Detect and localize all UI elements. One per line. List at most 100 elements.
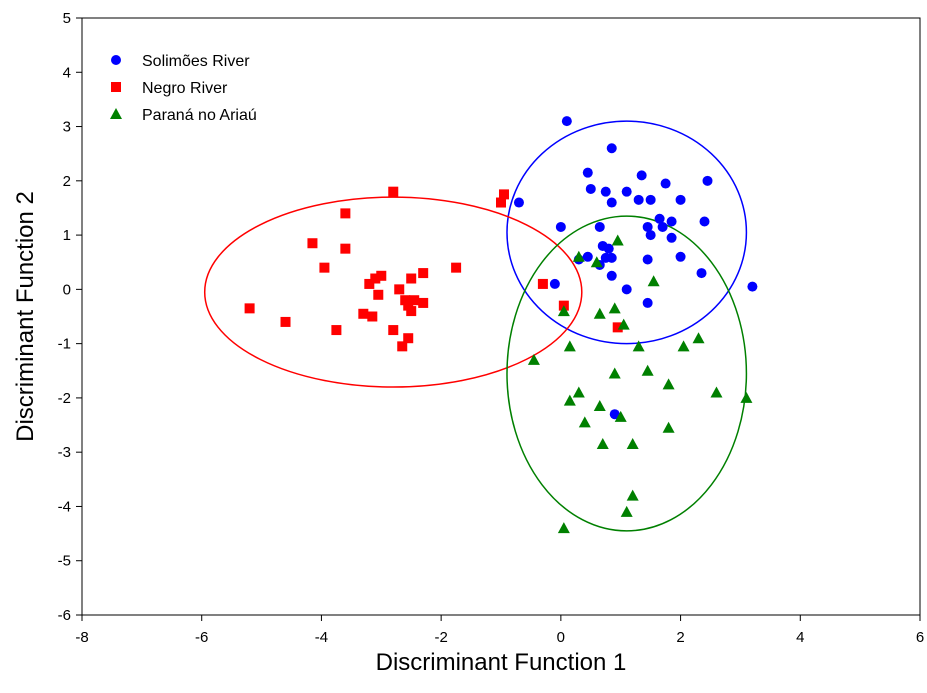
solimoes-point <box>594 221 605 232</box>
negro-point <box>370 273 381 284</box>
solimoes-point <box>666 232 677 243</box>
plot-frame <box>81 17 921 616</box>
negro-point <box>307 238 318 249</box>
parana-point <box>677 340 690 352</box>
negro-point <box>373 289 384 300</box>
solimoes-point <box>666 216 677 227</box>
parana-point <box>740 391 753 403</box>
solimoes-point <box>747 281 758 292</box>
solimoes-point <box>549 278 560 289</box>
negro-point <box>451 262 462 273</box>
parana-point <box>626 438 639 450</box>
negro-point <box>403 300 414 311</box>
solimoes-point <box>606 252 617 263</box>
legend: Solimões River Negro River Paraná no Ariaú <box>110 53 257 124</box>
solimoes-point <box>645 194 656 205</box>
parana-point <box>572 250 585 262</box>
solimoes-point <box>582 167 593 178</box>
parana-point <box>692 332 705 344</box>
solimoes-point <box>561 116 572 127</box>
solimoes-point <box>699 216 710 227</box>
series-parana <box>527 234 753 534</box>
solimoes-point <box>603 243 614 254</box>
solimoes-point <box>642 297 653 308</box>
y-tick-label: 3 <box>63 119 71 136</box>
solimoes-point <box>633 194 644 205</box>
parana-point <box>557 305 570 317</box>
solimoes-point <box>636 170 647 181</box>
x-tick-label: 2 <box>676 629 684 646</box>
parana-point <box>596 438 609 450</box>
y-tick-label: -1 <box>58 336 71 353</box>
negro-point <box>331 325 342 336</box>
parana-point <box>563 394 576 406</box>
legend-marker <box>111 82 121 92</box>
negro-point <box>400 295 411 306</box>
negro-point <box>280 316 291 327</box>
parana-point <box>608 302 621 314</box>
legend-label: Negro River <box>142 80 228 97</box>
parana-point <box>611 234 624 246</box>
parana-point <box>641 364 654 376</box>
parana-point <box>632 340 645 352</box>
negro-point <box>340 208 351 219</box>
y-tick-label: 5 <box>63 10 71 27</box>
solimoes-point <box>621 186 632 197</box>
negro-point <box>388 186 399 197</box>
solimoes-point <box>696 268 707 279</box>
solimoes-point <box>702 175 713 186</box>
solimoes-point <box>585 183 596 194</box>
negro-point <box>394 284 405 295</box>
parana-point <box>710 386 723 398</box>
parana-point <box>662 421 675 433</box>
legend-marker <box>110 108 122 119</box>
x-tick-label: -4 <box>315 629 328 646</box>
parana-point <box>572 386 585 398</box>
y-tick-label: -5 <box>58 553 71 570</box>
solimoes-point <box>675 194 686 205</box>
parana-point <box>563 340 576 352</box>
y-axis-title: Discriminant Function 2 <box>12 191 39 442</box>
y-tick-label: -3 <box>58 444 71 461</box>
parana-point <box>620 505 633 517</box>
plot-content <box>203 116 758 534</box>
confidence-ellipse <box>506 215 748 532</box>
negro-point <box>406 273 417 284</box>
parana-point <box>647 275 660 287</box>
negro-point <box>376 270 387 281</box>
series-negro <box>244 186 623 352</box>
x-tick-label: 0 <box>557 629 565 646</box>
negro-point <box>364 278 375 289</box>
negro-point <box>537 278 548 289</box>
negro-point <box>397 341 408 352</box>
parana-point <box>590 256 603 268</box>
solimoes-point <box>600 186 611 197</box>
solimoes-point <box>642 221 653 232</box>
x-tick-label: 6 <box>916 629 924 646</box>
confidence-ellipse <box>506 120 748 345</box>
y-tick-label: 0 <box>63 281 71 298</box>
x-axis-title: Discriminant Function 1 <box>376 649 627 676</box>
negro-point <box>244 303 255 314</box>
solimoes-point <box>513 197 524 208</box>
y-tick-label: -6 <box>58 607 71 624</box>
y-tick-label: 2 <box>63 173 71 190</box>
legend-label: Paraná no Ariaú <box>142 107 257 124</box>
solimoes-point <box>642 254 653 265</box>
solimoes-point <box>606 270 617 281</box>
negro-point <box>409 295 420 306</box>
solimoes-point <box>555 221 566 232</box>
solimoes-point <box>675 251 686 262</box>
negro-point <box>498 189 509 200</box>
negro-point <box>418 268 429 279</box>
negro-point <box>388 325 399 336</box>
parana-point <box>593 307 606 319</box>
solimoes-point <box>621 284 632 295</box>
solimoes-point <box>609 409 620 420</box>
parana-point <box>578 416 591 428</box>
negro-point <box>367 311 378 322</box>
solimoes-point <box>657 221 668 232</box>
x-tick-label: 4 <box>796 629 804 646</box>
